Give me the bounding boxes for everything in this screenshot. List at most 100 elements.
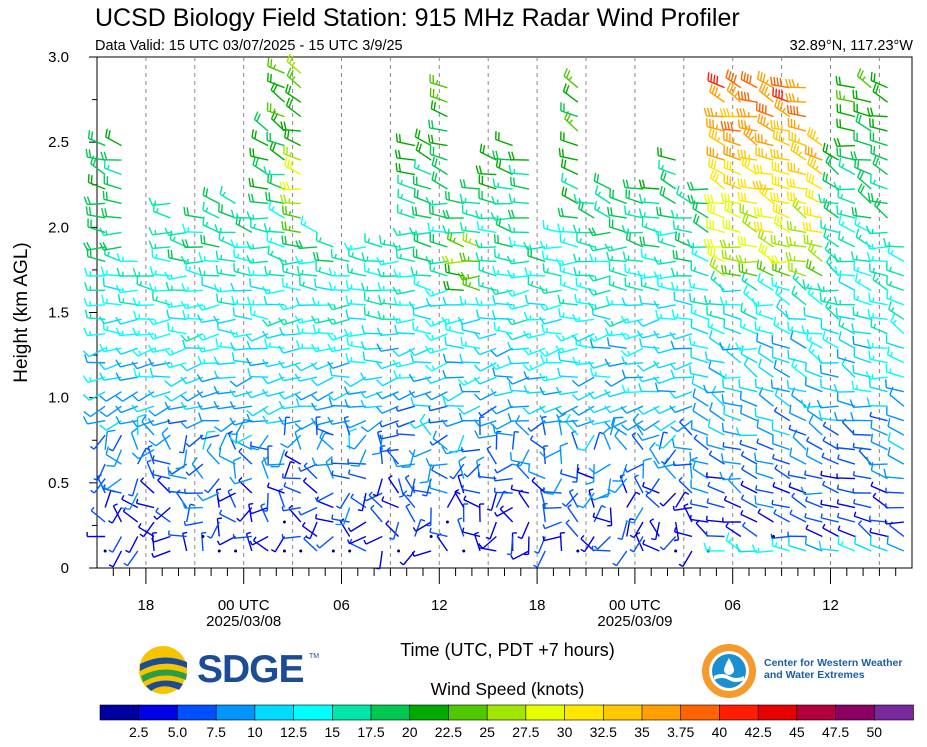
wind-barb-half-flag — [562, 267, 566, 273]
wind-barb-flag — [867, 192, 871, 202]
wind-barb-half-flag — [285, 267, 289, 273]
wind-barb-shaft — [436, 535, 449, 552]
wind-barb-shaft — [889, 524, 905, 538]
wind-barb-shaft — [887, 251, 905, 263]
wind-barb-shaft — [577, 333, 595, 342]
wind-barb-flag — [457, 378, 465, 386]
wind-barb-shaft — [592, 516, 611, 523]
wind-barb-half-flag — [820, 513, 823, 519]
wind-barb-flag — [868, 350, 871, 360]
wind-barb-half-flag — [561, 347, 565, 353]
wind-barb-half-flag — [236, 267, 240, 273]
wind-barb-shaft — [480, 405, 497, 417]
wind-barb-shaft — [771, 535, 790, 540]
colorbar-swatch — [564, 704, 605, 721]
wind-barb-half-flag — [185, 471, 190, 476]
wind-barb-flag — [263, 296, 268, 305]
wind-barb-flag — [641, 179, 646, 189]
wind-barb-flag — [714, 87, 719, 96]
wind-barb-half-flag — [756, 438, 760, 444]
wind-barb-flag — [565, 85, 570, 94]
wind-barb-shaft — [331, 518, 350, 523]
wind-barb-shaft — [625, 304, 644, 307]
wind-barb-flag — [786, 104, 790, 114]
wind-barb-shaft — [494, 375, 513, 378]
wind-barb-half-flag — [774, 542, 778, 547]
wind-barb-flag — [283, 129, 287, 138]
wind-barb-half-flag — [400, 209, 403, 214]
wind-barb-half-flag — [278, 488, 284, 492]
wind-barb-shaft — [869, 531, 888, 538]
wind-barb-flag — [589, 253, 594, 262]
wind-barb-shaft — [560, 472, 579, 480]
wind-barb-half-flag — [90, 506, 95, 512]
wind-barb-shaft — [804, 405, 823, 409]
wind-barb-half-flag — [372, 493, 378, 497]
wind-barb-flag — [856, 160, 860, 169]
y-tick-label: 0 — [61, 560, 69, 577]
wind-barb-flag — [759, 164, 763, 174]
wind-barb-half-flag — [797, 206, 802, 211]
wind-barb-flag — [564, 187, 568, 197]
wind-barb-flag — [825, 154, 831, 163]
wind-barb-flag — [115, 372, 121, 381]
wind-barb-flag — [181, 500, 186, 509]
wind-barb-half-flag — [794, 276, 800, 281]
wind-barb-shaft — [608, 362, 627, 367]
wind-barb-flag — [604, 380, 612, 387]
wind-barb-flag — [720, 192, 724, 202]
wind-barb-flag — [653, 256, 659, 265]
wind-barb-flag — [312, 251, 317, 261]
wind-barb-flag — [655, 443, 664, 449]
wind-barb-half-flag — [673, 539, 679, 542]
wind-barb-shaft — [772, 429, 790, 436]
wind-barb-flag — [677, 232, 681, 242]
wind-barb-shaft — [396, 433, 415, 436]
wind-barb-half-flag — [221, 236, 225, 242]
wind-barb-flag — [475, 296, 480, 306]
wind-barb-flag — [724, 265, 727, 274]
wind-barb-shaft — [495, 490, 505, 508]
wind-barb-half-flag — [93, 478, 99, 482]
wind-barb-flag — [482, 145, 486, 154]
wind-barb-shaft — [219, 193, 236, 205]
wind-barb-shaft — [396, 463, 415, 468]
wind-barb-flag — [692, 388, 696, 397]
wind-barb-flag — [459, 222, 463, 231]
wind-barb-half-flag — [764, 153, 768, 158]
wind-barb-shaft — [489, 521, 498, 540]
wind-barb-half-flag — [464, 226, 467, 231]
wind-barb-flag — [132, 297, 137, 306]
wind-barb-flag — [278, 345, 284, 354]
wind-barb-half-flag — [463, 495, 467, 500]
wind-barb-shaft — [381, 499, 399, 509]
wind-barb-half-flag — [468, 238, 472, 244]
wind-barb-shaft — [853, 433, 872, 436]
wind-barb-shaft — [386, 449, 400, 465]
wind-barb-half-flag — [349, 538, 353, 544]
wind-barb-half-flag — [715, 124, 719, 130]
wind-barb-flag — [107, 429, 116, 433]
wind-barb-flag — [859, 171, 865, 180]
wind-barb-flag — [689, 365, 692, 374]
wind-barb-shaft — [887, 440, 905, 451]
wind-barb-shaft — [185, 504, 191, 523]
wind-barb-half-flag — [740, 451, 745, 456]
wind-barb-flag — [756, 70, 760, 80]
wind-barb-shaft — [625, 391, 644, 394]
wind-barb-shaft — [129, 492, 139, 510]
wind-barb-shaft — [185, 521, 204, 527]
wind-barb-flag — [164, 360, 170, 369]
wind-barb-flag — [343, 421, 350, 429]
wind-barb-half-flag — [597, 191, 602, 196]
wind-barb-shaft — [216, 518, 220, 537]
wind-barb-shaft — [302, 480, 318, 494]
wind-barb-flag — [561, 148, 565, 158]
wind-barb-flag — [637, 424, 645, 432]
wind-barb-half-flag — [135, 498, 139, 504]
wind-barb-shaft — [741, 353, 758, 364]
wind-barb-flag — [264, 265, 268, 275]
wind-barb-half-flag — [379, 434, 382, 440]
wind-barb-flag — [327, 316, 333, 325]
wind-barb-half-flag — [381, 496, 385, 501]
